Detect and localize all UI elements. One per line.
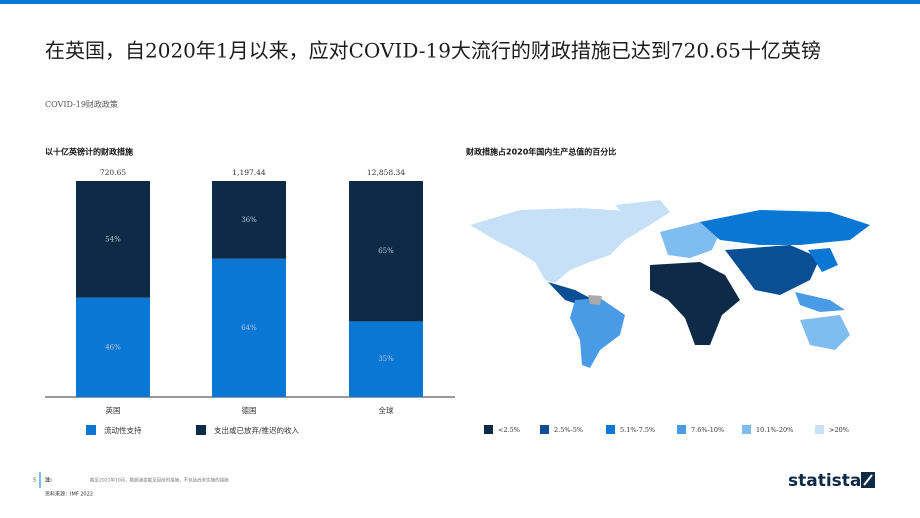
legend-label: 支出或已放弃/推迟的收入: [214, 425, 300, 435]
map-legend-label: 5.1%-7.5%: [620, 426, 655, 434]
north-america: [470, 208, 650, 283]
map-legend-label: >20%: [829, 426, 849, 434]
map-legend-swatch: [677, 425, 686, 434]
total-label: 720.65: [100, 168, 126, 177]
map-legend-label: 2.5%-5%: [554, 426, 583, 434]
value-label: 35%: [378, 355, 394, 363]
x-tick-label: 英国: [106, 405, 121, 415]
total-label: 12,858.34: [367, 168, 405, 177]
map-legend-label: 10.1%-20%: [756, 426, 793, 434]
map-legend-swatch: [540, 425, 549, 434]
bar-segment: [349, 181, 423, 322]
page-number: 5: [33, 478, 36, 484]
no-data: [588, 295, 602, 305]
central-america: [548, 282, 590, 305]
total-label: 1,197.44: [232, 168, 266, 177]
bar-segment: [212, 181, 286, 259]
logo-stroke: [863, 474, 873, 486]
value-label: 46%: [105, 343, 121, 351]
bar-segment: [212, 258, 286, 397]
greenland: [615, 200, 670, 225]
note: 截至2021年10月，数据涵盖截至目前的措施，不包括尚未实施的措施: [90, 477, 229, 484]
east-asia: [808, 248, 838, 272]
map-legend-label: <2.5%: [498, 426, 520, 434]
top-bar: [0, 0, 920, 4]
map-title: 财政措施占2020年国内生产总值的百分比: [465, 147, 616, 157]
south-america: [570, 298, 625, 368]
subtitle: COVID-19财政政策: [45, 99, 118, 109]
legend-swatch: [196, 425, 206, 435]
brand: statista: [788, 471, 861, 491]
australia: [800, 315, 850, 350]
map-legend-swatch: [606, 425, 615, 434]
source: 资料来源：IMF 2022: [45, 491, 93, 498]
map-legend-swatch: [742, 425, 751, 434]
title: 在英国，自2020年1月以来，应对COVID-19大流行的财政措施已达到720.…: [45, 39, 821, 63]
bar-segment: [76, 297, 150, 397]
southeast-asia: [795, 292, 845, 312]
value-label: 36%: [241, 216, 257, 224]
x-tick-label: 德国: [242, 405, 257, 415]
note-label: 注:: [45, 477, 52, 484]
value-label: 54%: [105, 235, 121, 243]
bar-title: 以十亿英镑计的财政措施: [45, 147, 133, 157]
bar-segment: [349, 321, 423, 397]
africa: [650, 262, 740, 345]
value-label: 64%: [241, 324, 257, 332]
statista-logo: statista: [788, 471, 875, 491]
europe: [660, 222, 720, 258]
x-tick-label: 全球: [379, 405, 394, 415]
map-legend-label: 7.6%-10%: [691, 426, 724, 434]
asia: [725, 245, 820, 295]
value-label: 65%: [378, 247, 394, 255]
russia: [700, 210, 870, 245]
map-legend-swatch: [484, 425, 493, 434]
legend-label: 流动性支持: [104, 425, 142, 435]
world-map: [470, 200, 870, 368]
map-legend-swatch: [815, 425, 824, 434]
legend-swatch: [86, 425, 96, 435]
bar-segment: [76, 181, 150, 298]
